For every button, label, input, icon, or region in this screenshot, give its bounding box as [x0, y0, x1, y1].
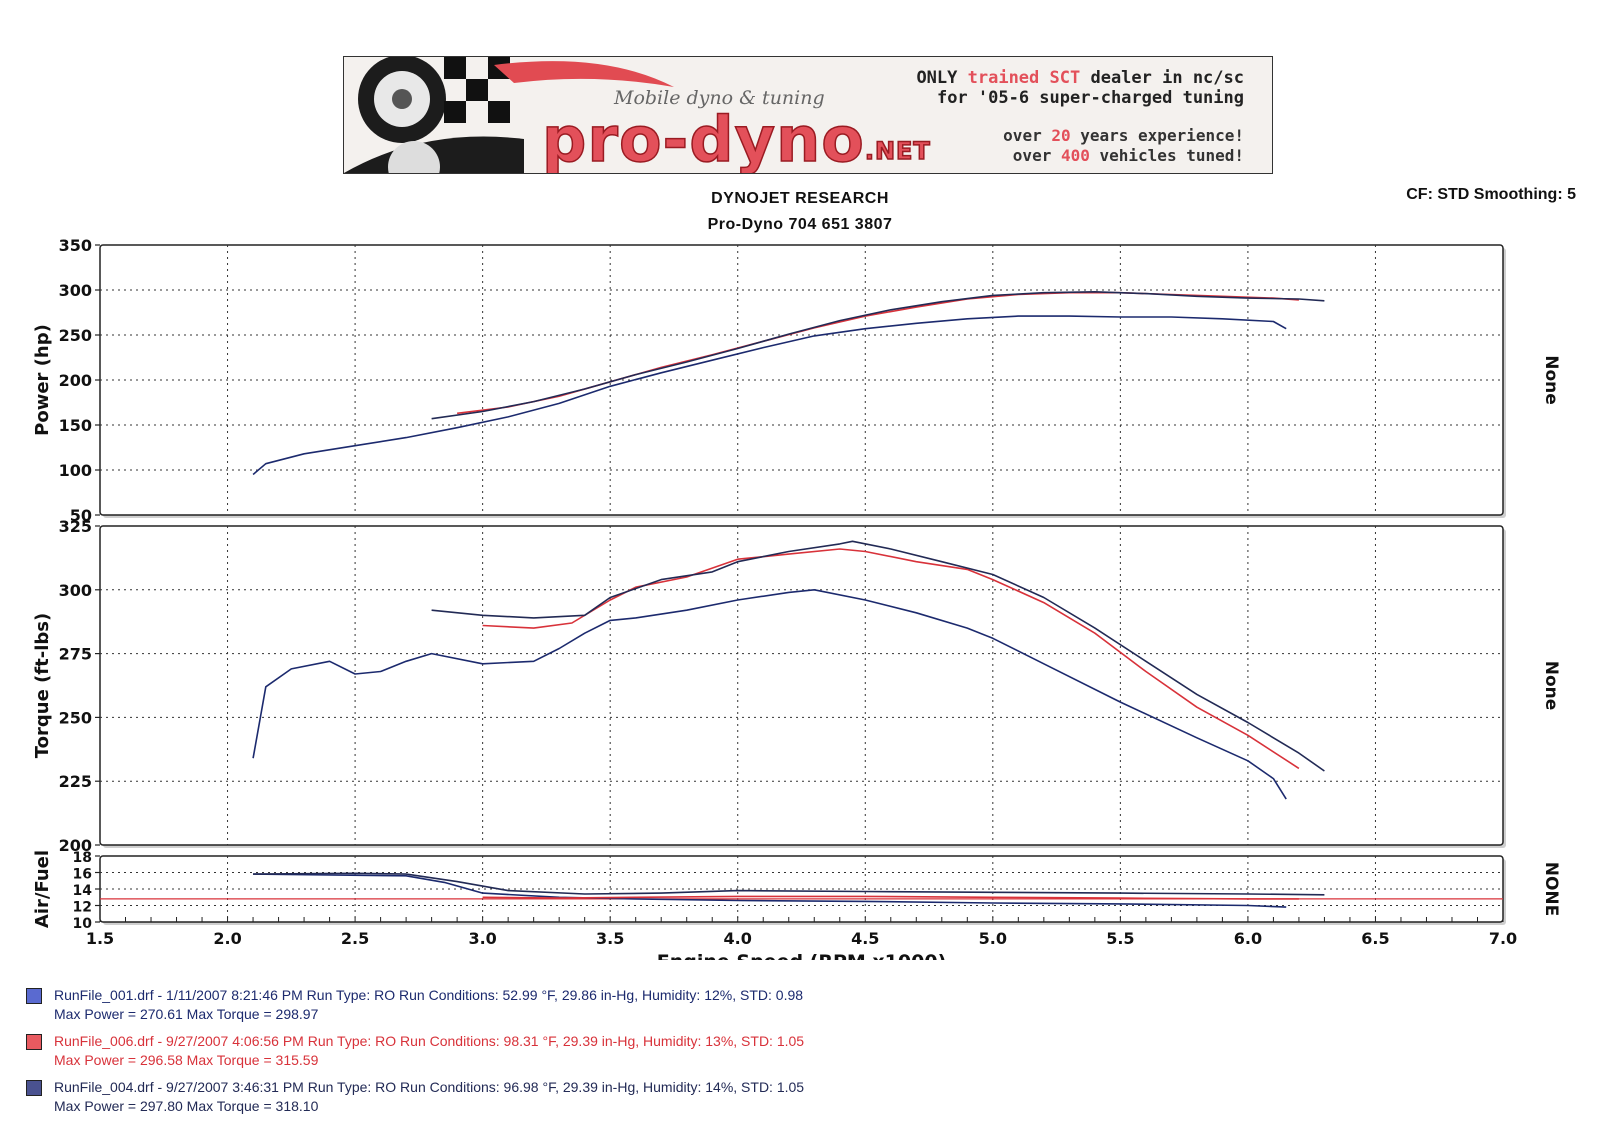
x-tick-label: 1.5 — [86, 929, 114, 948]
banner-line-1: ONLY trained SCT dealer in nc/sc — [916, 68, 1244, 88]
correction-settings: CF: STD Smoothing: 5 — [1406, 186, 1576, 203]
panel-frame — [99, 525, 1504, 846]
checkered-flag-icon — [344, 57, 524, 173]
legend-run-details: RunFile_001.drf - 1/11/2007 8:21:46 PM R… — [54, 987, 804, 1003]
series-line-runfile-006-drf — [482, 548, 1300, 770]
right-axis-label: NONE — [1541, 862, 1561, 917]
series-line-runfile-004-drf — [431, 290, 1325, 420]
x-tick-label: 3.5 — [596, 929, 624, 948]
series-line-runfile-004-drf — [253, 872, 1325, 896]
y-tick-label: 225 — [59, 772, 92, 791]
legend-swatch — [26, 988, 42, 1004]
series-line-runfile-004-drf — [431, 540, 1325, 772]
legend-swatch — [26, 1080, 42, 1096]
banner-line-3: over 20 years experience! — [1003, 126, 1244, 145]
y-tick-label: 100 — [59, 461, 92, 480]
right-axis-label: None — [1541, 355, 1561, 405]
pro-dyno-banner: Mobile dyno & tuning pro-dyno.NET ONLY t… — [343, 56, 1273, 174]
banner-line-2: for '05-6 super-charged tuning — [937, 88, 1244, 108]
y-tick-label: 14 — [73, 883, 93, 899]
y-tick-label: 200 — [59, 371, 92, 390]
y-tick-label: 275 — [59, 645, 92, 664]
banner-script-text: Mobile dyno & tuning — [613, 87, 825, 109]
y-tick-label: 350 — [59, 236, 92, 255]
y-tick-label: 18 — [73, 850, 92, 866]
x-tick-label: 5.5 — [1106, 929, 1134, 948]
panel-1: 50 100 150 200 250 300 350 Power (hp) None — [32, 236, 1561, 525]
chart-title: DYNOJET RESEARCH — [711, 190, 889, 207]
x-tick-label: 4.5 — [851, 929, 879, 948]
y-tick-label: 300 — [59, 581, 92, 600]
series-line-runfile-001-drf — [253, 873, 1287, 908]
series-line-runfile-001-drf — [252, 588, 1287, 800]
y-tick-label: 50 — [70, 506, 92, 525]
dyno-chart: 50 100 150 200 250 300 350 Power (hp) None 200 225… — [32, 236, 1561, 960]
series-line-runfile-006-drf — [482, 895, 1299, 900]
y-axis-label: Power (hp) — [32, 324, 53, 436]
y-tick-label: 250 — [59, 326, 92, 345]
legend-run-details: RunFile_006.drf - 9/27/2007 4:06:56 PM R… — [54, 1033, 805, 1049]
y-tick-label: 150 — [59, 416, 92, 435]
y-axis-label: Torque (ft-lbs) — [32, 613, 53, 758]
x-tick-label: 2.0 — [213, 929, 241, 948]
legend-max-values: Max Power = 296.58 Max Torque = 315.59 — [54, 1052, 319, 1068]
y-tick-label: 200 — [59, 836, 92, 855]
y-tick-label: 250 — [59, 708, 92, 727]
x-tick-label: 6.5 — [1361, 929, 1389, 948]
y-tick-label: 10 — [73, 916, 93, 932]
legend-max-values: Max Power = 297.80 Max Torque = 318.10 — [54, 1098, 319, 1114]
y-tick-label: 300 — [59, 281, 92, 300]
banner-line-4: over 400 vehicles tuned! — [1013, 146, 1244, 165]
y-tick-label: 16 — [73, 867, 92, 883]
legend-max-values: Max Power = 270.61 Max Torque = 298.97 — [54, 1006, 319, 1022]
series-line-runfile-001-drf — [252, 315, 1287, 476]
panel-2: 200 225 250 275 300 325 Torque (ft-lbs) None — [32, 517, 1561, 855]
x-axis-label: Engine Speed (RPM x1000) — [657, 951, 947, 960]
y-tick-label: 12 — [73, 900, 92, 916]
x-tick-label: 2.5 — [341, 929, 369, 948]
x-tick-label: 7.0 — [1489, 929, 1517, 948]
chart-subtitle: Pro-Dyno 704 651 3807 — [707, 216, 893, 233]
banner-logo: pro-dyno.NET — [542, 103, 931, 173]
y-tick-label: 325 — [59, 517, 92, 536]
x-tick-label: 5.0 — [979, 929, 1007, 948]
x-tick-label: 6.0 — [1234, 929, 1262, 948]
legend-swatch — [26, 1034, 42, 1050]
x-tick-label: 4.0 — [724, 929, 752, 948]
legend-run-details: RunFile_004.drf - 9/27/2007 3:46:31 PM R… — [54, 1079, 805, 1095]
x-tick-label: 3.0 — [468, 929, 496, 948]
y-axis-label: Air/Fuel — [32, 850, 53, 928]
right-axis-label: None — [1541, 661, 1561, 711]
